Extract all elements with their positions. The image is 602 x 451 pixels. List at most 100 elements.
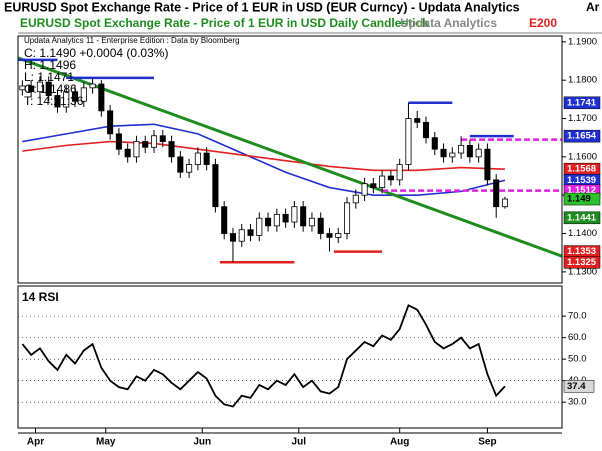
candle-body — [291, 206, 298, 223]
y-tick-label: 1.1900 — [568, 36, 597, 47]
x-tick-label: May — [96, 437, 116, 448]
candle-body — [28, 85, 35, 93]
candle-body — [484, 148, 491, 181]
price-label-box — [563, 192, 601, 206]
price-label-box — [563, 211, 601, 225]
chart-badge: E200 — [529, 16, 557, 30]
candle-body — [501, 198, 508, 208]
candle-body — [238, 229, 245, 242]
candle-body — [405, 118, 412, 165]
candle-body — [343, 202, 351, 234]
candle-body — [317, 217, 324, 234]
candle-body — [107, 110, 114, 135]
candle-body — [475, 148, 482, 158]
candle-body — [194, 152, 201, 165]
page-title: EURUSD Spot Exchange Rate - Price of 1 E… — [4, 0, 520, 14]
candle-body — [449, 152, 456, 158]
candle-body — [308, 217, 315, 227]
trendline — [18, 56, 562, 258]
candle-body — [493, 179, 500, 208]
rsi-title: 14 RSI — [22, 290, 59, 304]
candle-body — [326, 233, 333, 238]
info-line: L: 1.1471 — [24, 70, 74, 84]
info-line: O: 1.1486 — [24, 82, 77, 96]
candle-body — [335, 233, 342, 238]
price-label: 1.1568 — [567, 164, 596, 175]
candle-body — [72, 91, 79, 102]
info-line: Updata Analytics 11 - Enterprise Edition… — [24, 36, 240, 45]
price-label: 1.1741 — [567, 97, 597, 108]
candle-body — [431, 137, 438, 150]
rsi-line — [21, 304, 506, 408]
candle-body — [133, 141, 140, 158]
y-tick-label: 1.1700 — [568, 113, 597, 124]
moving-average — [22, 123, 506, 197]
candle-body — [466, 144, 473, 158]
candle-body — [440, 148, 447, 158]
y-tick-label: 50.0 — [568, 354, 587, 365]
x-tick-label: Jul — [292, 437, 307, 448]
candle-body — [98, 83, 105, 112]
candle-body — [458, 144, 465, 154]
plot — [18, 56, 562, 264]
candle-body — [80, 87, 87, 102]
price-label: 1.1539 — [567, 175, 596, 186]
y-tick-label: 70.0 — [568, 311, 587, 322]
x-tick-label: Jun — [193, 437, 211, 448]
info-line: T: 14:21:36 — [24, 94, 84, 108]
candle-body — [212, 164, 219, 208]
candle-body — [422, 121, 430, 139]
rsi-label: 37.4 — [567, 381, 586, 392]
y-tick-label: 1.1600 — [568, 151, 597, 162]
chart-source: Updata Analytics — [400, 16, 497, 30]
y-tick-label: 60.0 — [568, 332, 587, 343]
page-tag: Ar — [586, 0, 600, 14]
candle-body — [19, 85, 26, 91]
candle-body — [142, 141, 149, 148]
candle-body — [186, 164, 193, 173]
y-tick-label: 1.1400 — [568, 228, 597, 239]
moving-average — [22, 140, 505, 172]
x-tick-label: Sep — [478, 437, 496, 448]
candle-body — [168, 141, 175, 158]
chart-title: EURUSD Spot Exchange Rate - Price of 1 E… — [20, 16, 429, 30]
info-line: H: 1.1496 — [24, 58, 76, 72]
price-label: 1.1325 — [567, 257, 597, 268]
price-label-box — [563, 96, 601, 110]
price-label: 1.1512 — [567, 185, 596, 196]
candle-body — [150, 135, 158, 148]
candle-body — [361, 183, 368, 196]
candle-body — [273, 213, 280, 227]
candle-body — [221, 206, 228, 234]
candle-body — [300, 206, 307, 227]
price-label: 1.1441 — [567, 212, 597, 223]
price-label: 1.1654 — [567, 131, 597, 142]
y-tick-label: 1.1300 — [568, 266, 597, 277]
price-label: 1.1353 — [567, 246, 596, 257]
candle-body — [124, 148, 131, 158]
candle-body — [265, 217, 272, 227]
candle-body — [54, 95, 61, 108]
y-tick-label: 1.1800 — [568, 75, 597, 86]
y-tick-label: 30.0 — [568, 397, 587, 408]
panel-frame — [17, 285, 563, 429]
candle-body — [159, 135, 166, 142]
candle-body — [229, 233, 236, 242]
candle-body — [387, 175, 394, 181]
price-label-box — [563, 129, 601, 143]
candle-body — [115, 133, 122, 150]
candle-body — [177, 156, 184, 173]
price-label-box — [563, 256, 601, 269]
rsi-label-box — [563, 380, 595, 393]
candle-body — [282, 213, 289, 223]
candle-body — [89, 83, 96, 89]
x-tick-label: Aug — [390, 437, 409, 448]
candle-body — [256, 217, 263, 236]
candle-body — [45, 81, 52, 96]
candle-body — [379, 175, 386, 188]
x-tick-label: Apr — [27, 437, 44, 448]
price-label: 1.149 — [567, 194, 591, 205]
candle-body — [36, 81, 43, 93]
